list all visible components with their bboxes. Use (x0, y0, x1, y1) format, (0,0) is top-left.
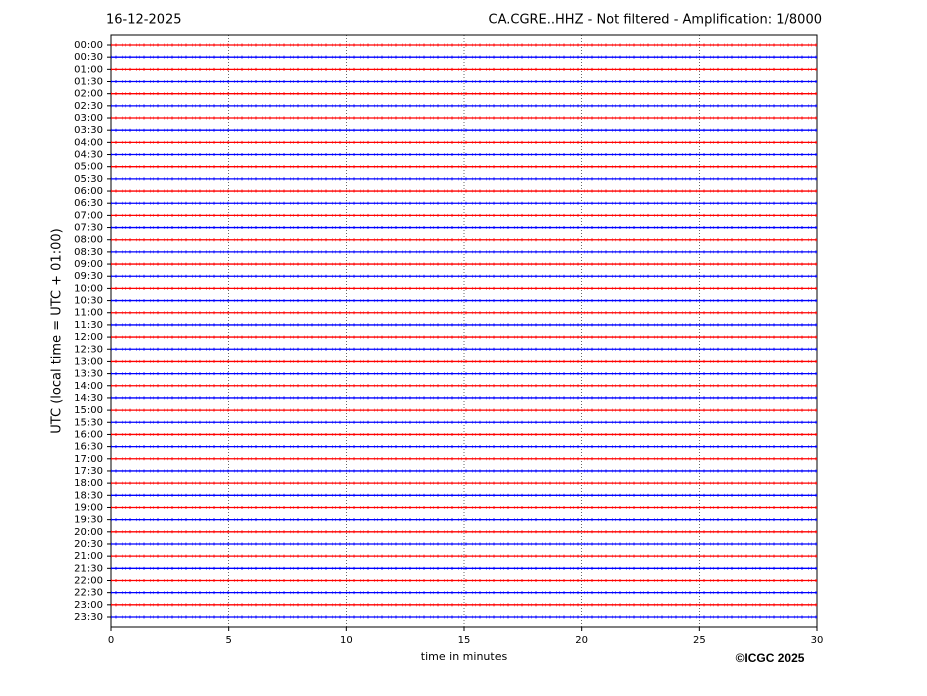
y-tick-label: 13:00 (74, 356, 103, 367)
y-tick-label: 00:30 (74, 52, 103, 63)
x-tick-label: 10 (340, 635, 353, 646)
y-tick-label: 03:00 (74, 113, 103, 124)
y-tick-label: 15:00 (74, 405, 103, 416)
y-tick-label: 19:30 (74, 515, 103, 526)
y-tick-label: 15:30 (74, 417, 103, 428)
y-tick-label: 12:00 (74, 332, 103, 343)
y-tick-label: 10:00 (74, 283, 103, 294)
y-tick-label: 18:00 (74, 478, 103, 489)
y-tick-label: 20:30 (74, 539, 103, 550)
y-tick-label: 02:00 (74, 89, 103, 100)
y-tick-label: 17:30 (74, 466, 103, 477)
y-tick-label: 05:30 (74, 174, 103, 185)
y-tick-label: 16:30 (74, 442, 103, 453)
y-tick-label: 23:00 (74, 600, 103, 611)
y-tick-label: 14:00 (74, 381, 103, 392)
x-tick-label: 15 (458, 635, 471, 646)
y-tick-label: 01:30 (74, 77, 103, 88)
y-tick-label: 04:30 (74, 150, 103, 161)
y-tick-label: 13:30 (74, 369, 103, 380)
y-tick-label: 03:30 (74, 125, 103, 136)
x-tick-label: 25 (693, 635, 706, 646)
chart-title: CA.CGRE..HHZ - Not filtered - Amplificat… (489, 13, 823, 28)
x-tick-label: 30 (811, 635, 824, 646)
y-tick-label: 04:00 (74, 137, 103, 148)
y-tick-label: 06:30 (74, 198, 103, 209)
y-tick-label: 21:30 (74, 563, 103, 574)
y-tick-label: 12:30 (74, 344, 103, 355)
y-tick-label: 21:00 (74, 551, 103, 562)
y-tick-label: 07:00 (74, 210, 103, 221)
y-tick-label: 19:00 (74, 502, 103, 513)
x-tick-label: 5 (225, 635, 231, 646)
y-tick-label: 22:00 (74, 575, 103, 586)
y-tick-label: 08:30 (74, 247, 103, 258)
plot-frame (110, 34, 818, 628)
y-tick-label: 23:30 (74, 612, 103, 623)
x-tick-label: 0 (108, 635, 114, 646)
y-tick-label: 09:00 (74, 259, 103, 270)
y-tick-label: 08:00 (74, 235, 103, 246)
y-tick-label: 20:00 (74, 527, 103, 538)
y-tick-label: 11:30 (74, 320, 103, 331)
y-tick-label: 18:30 (74, 490, 103, 501)
credit: ©ICGC 2025 (736, 651, 805, 665)
y-tick-label: 09:30 (74, 271, 103, 282)
y-tick-label: 05:00 (74, 162, 103, 173)
y-tick-label: 06:00 (74, 186, 103, 197)
date: 16-12-2025 (106, 13, 182, 28)
y-axis-label: UTC (local time = UTC + 01:00) (50, 228, 65, 433)
y-tick-label: 22:30 (74, 588, 103, 599)
y-tick-label: 01:00 (74, 64, 103, 75)
y-tick-label: 00:00 (74, 40, 103, 51)
x-axis-label: time in minutes (421, 650, 508, 663)
y-tick-label: 11:00 (74, 308, 103, 319)
y-tick-label: 17:00 (74, 454, 103, 465)
y-tick-label: 10:30 (74, 296, 103, 307)
x-tick-label: 20 (575, 635, 588, 646)
y-tick-label: 14:30 (74, 393, 103, 404)
y-tick-label: 07:30 (74, 223, 103, 234)
y-tick-label: 16:00 (74, 429, 103, 440)
y-tick-label: 02:30 (74, 101, 103, 112)
